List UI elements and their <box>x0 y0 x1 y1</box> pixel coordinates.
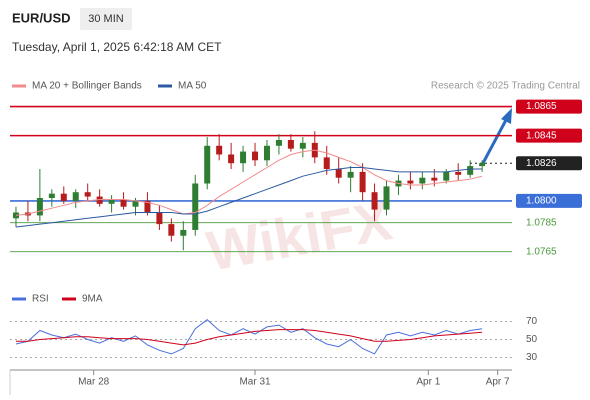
candle-body <box>180 229 187 236</box>
candle-body <box>12 212 19 219</box>
rsi-line <box>15 319 483 355</box>
candle-body <box>359 171 366 193</box>
legend-label: RSI <box>32 294 49 305</box>
source: Research © 2025 Trading Central <box>431 81 580 92</box>
candle-body <box>216 145 223 155</box>
timestamp: Tuesday, April 1, 2025 6:42:18 AM CET <box>12 40 222 54</box>
candle-body <box>335 168 342 178</box>
candle-body <box>192 183 199 230</box>
level-box <box>516 128 582 143</box>
candle-body <box>287 139 294 149</box>
candle-body <box>479 163 486 167</box>
candle-body <box>228 154 235 164</box>
forecast-arrow <box>480 119 508 166</box>
x-tick-label: Mar 31 <box>239 377 271 388</box>
candle-body <box>84 192 91 197</box>
level-label: 1.0845 <box>526 130 557 141</box>
symbol: EUR/USD <box>12 10 71 25</box>
level-box <box>516 193 582 208</box>
timeframe: 30 MIN <box>88 13 124 25</box>
candle-body <box>96 196 103 204</box>
candle-body <box>275 139 282 146</box>
level-label: 1.0800 <box>526 196 557 207</box>
ma-line <box>15 149 483 216</box>
candle-body <box>431 177 438 181</box>
candle-body <box>467 166 474 175</box>
candle-body <box>144 200 151 213</box>
x-tick-label: Apr 7 <box>486 377 510 388</box>
legend-label: 9MA <box>82 294 103 305</box>
candle-body <box>168 224 175 236</box>
level-label: 1.0765 <box>526 246 557 257</box>
level-label: 1.0785 <box>526 217 557 228</box>
ma-line <box>15 167 483 228</box>
candle-body <box>36 198 43 216</box>
candle-body <box>323 157 330 169</box>
candle-body <box>419 177 426 184</box>
candle-body <box>443 171 450 181</box>
y-tick-label: 70 <box>526 316 538 327</box>
candle-body <box>204 145 211 184</box>
level-label: 1.0826 <box>526 158 557 169</box>
legend-label: MA 50 <box>178 81 207 92</box>
level-box <box>516 99 582 114</box>
candle-body <box>455 171 462 175</box>
candle-body <box>383 186 390 210</box>
candle-body <box>48 193 55 199</box>
candle-body <box>371 192 378 210</box>
timeframe-box <box>80 8 132 30</box>
x-tick-label: Mar 28 <box>78 377 110 388</box>
candle-body <box>72 192 79 201</box>
rsi-line <box>16 329 483 346</box>
y-tick-label: 30 <box>526 352 538 363</box>
candle-body <box>263 145 270 161</box>
candle-body <box>60 193 67 201</box>
candle-body <box>132 200 139 207</box>
candle-body <box>156 212 163 225</box>
candle-body <box>240 151 247 164</box>
candle-body <box>347 171 354 178</box>
candle-body <box>108 199 115 204</box>
level-box <box>516 156 582 171</box>
y-tick-label: 50 <box>526 334 538 345</box>
legend-label: MA 20 + Bollinger Bands <box>32 81 142 92</box>
arrow-head <box>501 108 512 124</box>
candle-body <box>299 142 306 149</box>
candle-body <box>252 151 259 161</box>
level-label: 1.0865 <box>526 101 557 112</box>
x-tick-label: Apr 1 <box>416 377 440 388</box>
candle-body <box>120 199 127 207</box>
candle-body <box>407 180 414 184</box>
